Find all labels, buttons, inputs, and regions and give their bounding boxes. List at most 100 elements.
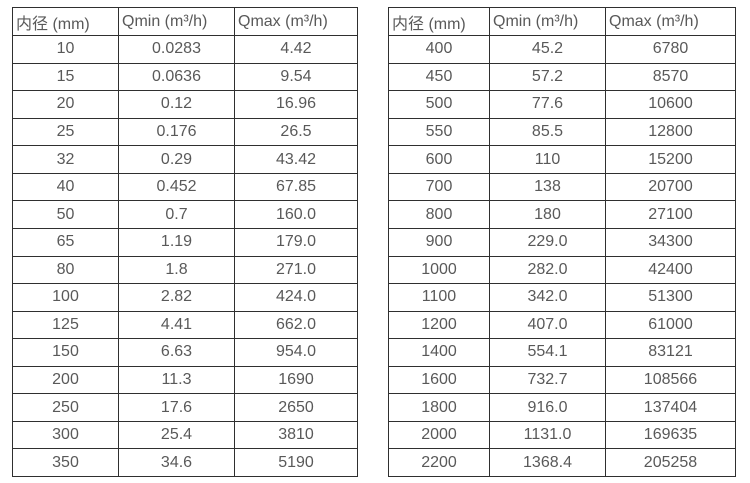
cell-qmax: 9.54 — [234, 62, 358, 92]
table-row: 700 138 20700 — [388, 172, 736, 202]
cell-qmin: 1.19 — [118, 227, 235, 257]
table-row: 600 110 15200 — [388, 145, 736, 174]
col-header-qmax: Qmax (m³/h) — [234, 7, 358, 36]
cell-qmax: 6780 — [605, 35, 736, 64]
table-row: 400 45.2 6780 — [388, 35, 736, 64]
cell-qmin: 554.1 — [489, 338, 606, 367]
table-row: 80 1.8 271.0 — [12, 255, 358, 285]
cell-inner-diameter: 250 — [12, 393, 119, 422]
table-row: 65 1.19 179.0 — [12, 227, 358, 257]
table-row: 2000 1131.0 169635 — [388, 420, 736, 450]
cell-inner-diameter: 150 — [12, 338, 119, 367]
table-row: 450 57.2 8570 — [388, 62, 736, 92]
cell-qmin: 2.82 — [118, 283, 235, 312]
cell-inner-diameter: 65 — [12, 227, 119, 257]
table-row: 1800 916.0 137404 — [388, 393, 736, 422]
col-header-qmin: Qmin (m³/h) — [118, 7, 235, 36]
cell-qmin: 138 — [489, 172, 606, 202]
cell-inner-diameter: 1400 — [388, 338, 490, 367]
table-row: 125 4.41 662.0 — [12, 310, 358, 340]
cell-qmax: 169635 — [605, 420, 736, 450]
cell-qmax: 179.0 — [234, 227, 358, 257]
cell-qmin: 77.6 — [489, 90, 606, 119]
cell-inner-diameter: 1000 — [388, 255, 490, 285]
cell-qmin: 57.2 — [489, 62, 606, 92]
table-row: 25 0.176 26.5 — [12, 117, 358, 147]
cell-qmin: 0.29 — [118, 145, 235, 174]
cell-qmin: 110 — [489, 145, 606, 174]
cell-qmax: 160.0 — [234, 200, 358, 229]
cell-inner-diameter: 100 — [12, 283, 119, 312]
cell-qmax: 61000 — [605, 310, 736, 340]
cell-inner-diameter: 200 — [12, 365, 119, 395]
table-row: 1200 407.0 61000 — [388, 310, 736, 340]
table-row: 1400 554.1 83121 — [388, 338, 736, 367]
table-row: 1600 732.7 108566 — [388, 365, 736, 395]
cell-inner-diameter: 350 — [12, 448, 119, 477]
cell-inner-diameter: 1100 — [388, 283, 490, 312]
table-row: 550 85.5 12800 — [388, 117, 736, 147]
table-row: 800 180 27100 — [388, 200, 736, 229]
cell-qmax: 15200 — [605, 145, 736, 174]
cell-inner-diameter: 500 — [388, 90, 490, 119]
cell-inner-diameter: 300 — [12, 420, 119, 450]
cell-inner-diameter: 20 — [12, 90, 119, 119]
cell-qmin: 342.0 — [489, 283, 606, 312]
table-row: 900 229.0 34300 — [388, 227, 736, 257]
cell-qmax: 5190 — [234, 448, 358, 477]
cell-qmin: 1368.4 — [489, 448, 606, 477]
cell-inner-diameter: 32 — [12, 145, 119, 174]
cell-inner-diameter: 400 — [388, 35, 490, 64]
cell-qmin: 85.5 — [489, 117, 606, 147]
cell-qmax: 20700 — [605, 172, 736, 202]
cell-inner-diameter: 15 — [12, 62, 119, 92]
table-row: 20 0.12 16.96 — [12, 90, 358, 119]
cell-qmin: 25.4 — [118, 420, 235, 450]
cell-inner-diameter: 125 — [12, 310, 119, 340]
table-row: 300 25.4 3810 — [12, 420, 358, 450]
cell-qmax: 43.42 — [234, 145, 358, 174]
cell-qmax: 108566 — [605, 365, 736, 395]
cell-qmin: 407.0 — [489, 310, 606, 340]
cell-qmax: 1690 — [234, 365, 358, 395]
cell-qmax: 2650 — [234, 393, 358, 422]
table-row: 500 77.6 10600 — [388, 90, 736, 119]
cell-inner-diameter: 600 — [388, 145, 490, 174]
cell-qmin: 0.0636 — [118, 62, 235, 92]
cell-inner-diameter: 2000 — [388, 420, 490, 450]
table-body-right: 400 45.2 6780 450 57.2 8570 500 77.6 10600 550 85.… — [388, 35, 736, 477]
table-row: 10 0.0283 4.42 — [12, 35, 358, 64]
table-row: 1000 282.0 42400 — [388, 255, 736, 285]
cell-inner-diameter: 2200 — [388, 448, 490, 477]
cell-qmin: 4.41 — [118, 310, 235, 340]
cell-inner-diameter: 1800 — [388, 393, 490, 422]
cell-inner-diameter: 50 — [12, 200, 119, 229]
cell-inner-diameter: 25 — [12, 117, 119, 147]
cell-qmax: 137404 — [605, 393, 736, 422]
cell-qmin: 0.176 — [118, 117, 235, 147]
cell-qmax: 42400 — [605, 255, 736, 285]
table-row: 150 6.63 954.0 — [12, 338, 358, 367]
cell-qmax: 10600 — [605, 90, 736, 119]
cell-qmax: 424.0 — [234, 283, 358, 312]
cell-inner-diameter: 1200 — [388, 310, 490, 340]
cell-qmin: 1131.0 — [489, 420, 606, 450]
cell-qmin: 11.3 — [118, 365, 235, 395]
cell-qmax: 954.0 — [234, 338, 358, 367]
flow-spec-table-right: 内径 (mm) Qmin (m³/h) Qmax (m³/h) 400 45.2 6… — [388, 7, 736, 477]
table-row: 200 11.3 1690 — [12, 365, 358, 395]
col-header-qmax: Qmax (m³/h) — [605, 7, 736, 36]
table-body-left: 10 0.0283 4.42 15 0.0636 9.54 20 0.12 16.96 25 0.1… — [12, 35, 358, 477]
cell-qmax: 662.0 — [234, 310, 358, 340]
cell-qmax: 67.85 — [234, 172, 358, 202]
cell-qmin: 45.2 — [489, 35, 606, 64]
cell-qmax: 51300 — [605, 283, 736, 312]
cell-inner-diameter: 40 — [12, 172, 119, 202]
cell-qmin: 732.7 — [489, 365, 606, 395]
cell-qmax: 271.0 — [234, 255, 358, 285]
cell-qmin: 6.63 — [118, 338, 235, 367]
cell-qmax: 8570 — [605, 62, 736, 92]
cell-qmax: 34300 — [605, 227, 736, 257]
table-row: 15 0.0636 9.54 — [12, 62, 358, 92]
flow-spec-table-left: 内径 (mm) Qmin (m³/h) Qmax (m³/h) 10 0.0283… — [12, 7, 358, 477]
